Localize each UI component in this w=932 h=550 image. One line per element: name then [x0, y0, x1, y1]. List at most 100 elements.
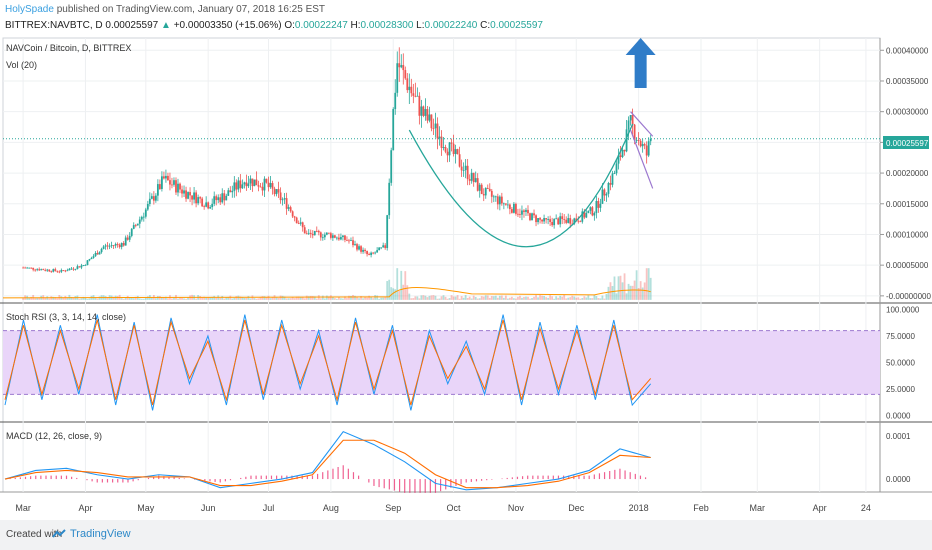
candle-body — [193, 192, 195, 200]
candle-body — [108, 245, 111, 247]
volume-bar — [253, 298, 256, 300]
candle-body — [615, 163, 618, 174]
volume-bar — [400, 270, 403, 300]
candle-body — [625, 129, 628, 152]
volume-bar — [450, 295, 453, 300]
candle-body — [617, 155, 620, 164]
author-link[interactable]: HolySpade — [5, 4, 54, 15]
volume-bar — [265, 297, 268, 300]
candle-body — [253, 179, 256, 187]
candle-body — [605, 193, 608, 196]
candle-body — [434, 123, 437, 129]
candle-body — [545, 218, 547, 220]
candle-body — [444, 147, 447, 152]
candle-body — [410, 86, 413, 94]
quote-line: BITTREX:NAVBTC, D 0.00025597 ▲ +0.000033… — [5, 20, 543, 31]
volume-bar — [207, 297, 210, 300]
volume-bar — [527, 296, 529, 300]
candle-body — [645, 145, 648, 156]
candle-body — [211, 203, 214, 208]
volume-bar — [462, 297, 465, 300]
candle-body — [438, 136, 441, 139]
volume-bar — [555, 296, 558, 300]
volume-bar — [112, 296, 115, 300]
candle-body — [331, 235, 334, 238]
volume-bar — [422, 295, 425, 300]
candle-body — [98, 252, 101, 255]
candle-body — [301, 222, 304, 228]
candle-body — [305, 233, 308, 235]
volume-bar — [613, 276, 616, 300]
volume-bar — [589, 298, 592, 300]
stoch-tick-label: 25.0000 — [886, 385, 915, 394]
volume-bar — [356, 297, 358, 300]
volume-bar — [643, 282, 646, 300]
volume-bar — [215, 297, 218, 300]
candle-body — [414, 95, 417, 97]
volume-bar — [470, 298, 473, 300]
volume-bar — [468, 296, 471, 300]
volume-bar — [537, 297, 539, 300]
volume-bar — [623, 273, 626, 300]
candle-body — [573, 218, 576, 224]
open-value: 0.00022247 — [294, 20, 348, 31]
candle-body — [148, 198, 151, 205]
chart-canvas[interactable]: Mar Apr May Jun Jul Aug Sep Oct Nov Dec 2018 Feb Mar… — [0, 36, 932, 520]
volume-bar — [418, 298, 421, 300]
volume-bar — [438, 298, 441, 300]
volume-bar — [106, 297, 109, 300]
candle-body — [589, 207, 592, 211]
candle-body — [358, 246, 360, 250]
candle-body — [28, 267, 31, 269]
volume-bar — [370, 297, 372, 300]
volume-bar — [338, 297, 340, 300]
volume-bar — [223, 298, 226, 300]
candle-body — [587, 210, 590, 213]
candle-body — [581, 211, 584, 222]
candle-body — [639, 140, 642, 147]
volume-bar — [38, 297, 41, 300]
volume-bar — [464, 295, 467, 300]
candle-body — [408, 86, 411, 91]
volume-bar — [150, 298, 153, 300]
candle-body — [187, 192, 189, 199]
candle-body — [366, 251, 368, 255]
volume-bar — [52, 296, 55, 300]
volume-bar — [321, 295, 324, 300]
price-tick-label: 0.00030000 — [886, 108, 929, 117]
open-label: O: — [284, 20, 295, 31]
volume-bar — [350, 295, 352, 300]
candle-body — [277, 189, 280, 193]
volume-bar — [412, 298, 415, 300]
last-price-badge — [883, 136, 929, 149]
volume-bar — [88, 298, 91, 300]
volume-bar — [281, 295, 284, 300]
volume-bar — [277, 298, 280, 300]
volume-bar — [299, 296, 302, 300]
volume-bar — [122, 298, 125, 300]
volume-bar — [615, 293, 618, 300]
candle-body — [333, 235, 336, 238]
candle-body — [112, 245, 115, 247]
candle-body — [350, 240, 352, 242]
candle-body — [442, 147, 445, 148]
candle-body — [80, 265, 83, 268]
volume-bar — [237, 295, 240, 300]
candle-body — [541, 219, 543, 222]
volume-bar — [283, 296, 286, 300]
candle-body — [30, 267, 33, 269]
candle-body — [309, 232, 312, 234]
volume-bar — [364, 297, 366, 300]
chart-header: HolySpade published on TradingView.com, … — [0, 0, 932, 36]
candle-body — [213, 196, 216, 204]
volume-bar — [390, 287, 393, 300]
candle-body — [631, 114, 634, 125]
candle-body — [633, 124, 636, 141]
publish-info: published on TradingView.com, January 07… — [56, 4, 326, 15]
candle-body — [311, 233, 314, 236]
volume-bar — [559, 295, 562, 300]
chart-frame[interactable]: Mar Apr May Jun Jul Aug Sep Oct Nov Dec 2018 Feb Mar… — [0, 36, 932, 520]
tradingview-logo[interactable]: TradingView — [52, 528, 131, 540]
candle-body — [106, 245, 109, 247]
volume-bar — [98, 296, 101, 300]
